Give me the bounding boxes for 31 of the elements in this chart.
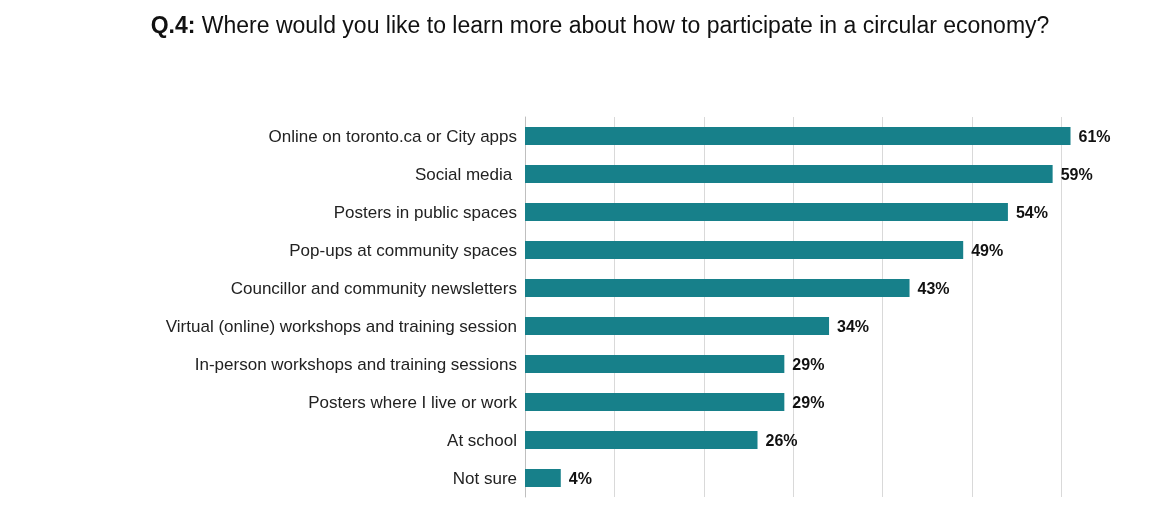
y-tick-label: Councillor and community newsletters (230, 278, 517, 298)
bar (525, 469, 561, 487)
y-tick-label: Pop-ups at community spaces (289, 240, 517, 260)
bar (525, 203, 1008, 221)
bar (525, 165, 1053, 183)
bar (525, 317, 830, 335)
y-tick-label: Social media (414, 164, 517, 184)
data-label: 4% (568, 469, 592, 487)
data-label: 34% (837, 317, 870, 335)
y-tick-label: Posters where I live or work (308, 392, 518, 412)
data-label: 26% (765, 431, 798, 449)
y-tick-label: Not sure (452, 468, 517, 488)
bar (525, 127, 1071, 145)
y-tick-label: Posters in public spaces (333, 202, 517, 222)
bar (525, 241, 964, 259)
data-label: 59% (1060, 165, 1093, 183)
data-label: 49% (971, 241, 1004, 259)
y-tick-label: In-person workshops and training sessions (194, 354, 517, 374)
y-tick-label: Virtual (online) workshops and training session (165, 316, 517, 336)
data-label: 29% (792, 355, 825, 373)
data-label: 29% (792, 393, 825, 411)
data-label: 61% (1078, 127, 1111, 145)
chart-title: Q.4: Where would you like to learn more about how to participate in a circular economy? (149, 11, 1051, 40)
bar (525, 279, 910, 297)
bar (525, 393, 785, 411)
bar (525, 355, 785, 373)
y-tick-label: Online on toronto.ca or City apps (268, 126, 517, 146)
bar (525, 431, 758, 449)
data-label: 54% (1015, 203, 1048, 221)
data-label: 43% (917, 279, 950, 297)
y-tick-label: At school (447, 430, 517, 450)
